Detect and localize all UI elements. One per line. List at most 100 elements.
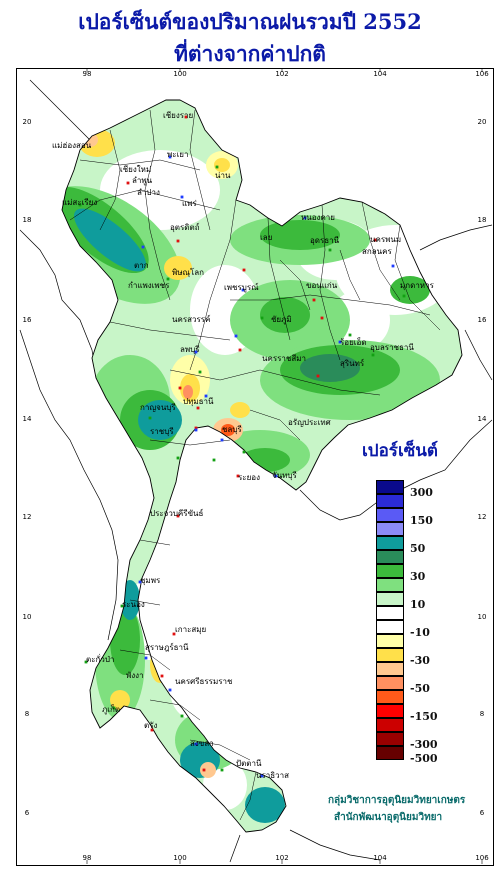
city-label: อุดรธานี <box>310 236 340 245</box>
station-marker <box>112 706 116 710</box>
legend-label: -50 <box>410 682 430 695</box>
city-label: ตรัง <box>144 721 157 730</box>
x-tick-bottom: 102 <box>275 854 288 862</box>
city-label: นครศรีธรรมราช <box>175 677 233 686</box>
station-marker <box>238 348 242 352</box>
station-marker <box>176 514 180 518</box>
station-marker <box>260 774 264 778</box>
city-label: ขอนแก่น <box>306 281 338 290</box>
legend-swatch <box>376 480 404 494</box>
legend-label: -30 <box>410 654 430 667</box>
y-tick-left: 18 <box>23 216 32 224</box>
y-tick-right: 16 <box>478 316 487 324</box>
city-label: น่าน <box>215 171 231 180</box>
station-marker <box>184 115 188 119</box>
station-marker <box>220 768 224 772</box>
legend-swatch <box>376 606 404 620</box>
station-marker <box>215 165 219 169</box>
legend-label: 30 <box>410 570 426 583</box>
station-marker <box>242 268 246 272</box>
station-marker <box>202 768 206 772</box>
station-marker <box>126 181 130 185</box>
station-marker <box>180 714 184 718</box>
city-label: ชลบุรี <box>222 425 242 434</box>
city-label: ชัยภูมิ <box>271 315 292 325</box>
legend-swatch <box>376 494 404 508</box>
legend-swatch <box>376 718 404 732</box>
legend-label: 150 <box>410 514 433 527</box>
city-label: กาญจนบุรี <box>140 403 176 412</box>
legend-swatch <box>376 746 404 760</box>
y-tick-right: 10 <box>478 613 487 621</box>
x-tick-bottom: 98 <box>83 854 92 862</box>
station-marker <box>234 334 238 338</box>
station-marker <box>138 580 142 584</box>
legend-label: -150 <box>410 710 438 723</box>
y-tick-right: 6 <box>480 809 485 817</box>
city-label: ลพบุรี <box>180 345 200 354</box>
city-label: นครราชสีมา <box>262 354 306 363</box>
y-tick-left: 14 <box>23 415 32 423</box>
x-tick-bottom: 100 <box>173 854 186 862</box>
city-label: นครสวรรค์ <box>172 314 210 324</box>
city-label: แพร่ <box>182 199 197 208</box>
city-label: เกาะสมุย <box>175 625 206 634</box>
y-tick-left: 6 <box>25 809 30 817</box>
x-tick-top: 98 <box>83 70 92 78</box>
y-tick-left: 10 <box>23 613 32 621</box>
legend-swatch <box>376 592 404 606</box>
station-marker <box>212 458 216 462</box>
city-label: ปทุมธานี <box>183 397 214 406</box>
city-label: สุราษฎร์ธานี <box>145 642 189 652</box>
x-tick-top: 100 <box>173 70 186 78</box>
station-marker <box>176 239 180 243</box>
station-marker <box>242 450 246 454</box>
city-label: ราชบุรี <box>150 427 174 436</box>
city-label: พิษณุโลก <box>172 267 204 277</box>
city-label: อรัญประเทศ <box>288 418 331 427</box>
station-marker <box>312 298 316 302</box>
station-marker <box>316 374 320 378</box>
legend-swatch <box>376 564 404 578</box>
station-marker <box>338 340 342 344</box>
legend-title: เปอร์เซ็นต์ <box>362 441 438 461</box>
y-tick-right: 14 <box>478 415 487 423</box>
station-marker <box>160 674 164 678</box>
station-marker <box>78 203 82 207</box>
city-label: ตะกั่วป่า <box>86 653 114 664</box>
city-label: นครพนม <box>370 235 401 244</box>
city-label: ร้อยเอ็ด <box>340 337 367 347</box>
station-marker <box>194 428 198 432</box>
station-marker <box>348 333 352 337</box>
city-label: อุตรดิตถ์ <box>170 222 200 232</box>
credit-line-1: กลุ่มวิชาการอุตุนิยมวิทยาเกษตร <box>328 795 466 806</box>
station-marker <box>141 245 145 249</box>
city-label: ระยอง <box>238 473 260 482</box>
city-label: ปัตตานี <box>236 759 262 768</box>
city-label: ประจวบคีรีขันธ์ <box>150 508 204 518</box>
x-tick-top: 104 <box>373 70 387 78</box>
legend-swatch <box>376 634 404 648</box>
city-label: ลำปาง <box>137 188 160 197</box>
city-label: นราธิวาส <box>256 771 289 780</box>
city-label: กำแพงเพชร <box>128 281 170 290</box>
legend-swatch <box>376 676 404 690</box>
y-tick-left: 16 <box>23 316 32 324</box>
map-subtitle: ที่ต่างจากค่าปกติ <box>174 41 326 66</box>
legend-swatch <box>376 704 404 718</box>
city-label: พะเยา <box>167 150 188 159</box>
legend-swatch <box>376 620 404 634</box>
city-label: สุรินทร์ <box>340 358 365 368</box>
city-label: อุบลราชธานี <box>370 343 414 352</box>
city-label: ลำพูน <box>132 176 153 186</box>
city-label: เพชรบูรณ์ <box>224 282 259 293</box>
station-marker <box>320 316 324 320</box>
city-label: หนองคาย <box>301 213 335 222</box>
city-label: เชียงราย <box>163 111 193 120</box>
city-label: เลย <box>260 233 272 242</box>
station-marker <box>178 386 182 390</box>
legend-swatch <box>376 536 404 550</box>
y-tick-left: 20 <box>23 118 32 126</box>
station-marker <box>204 394 208 398</box>
map-title: เปอร์เซ็นต์ของปริมาณฝนรวมปี 2552 <box>78 9 422 34</box>
